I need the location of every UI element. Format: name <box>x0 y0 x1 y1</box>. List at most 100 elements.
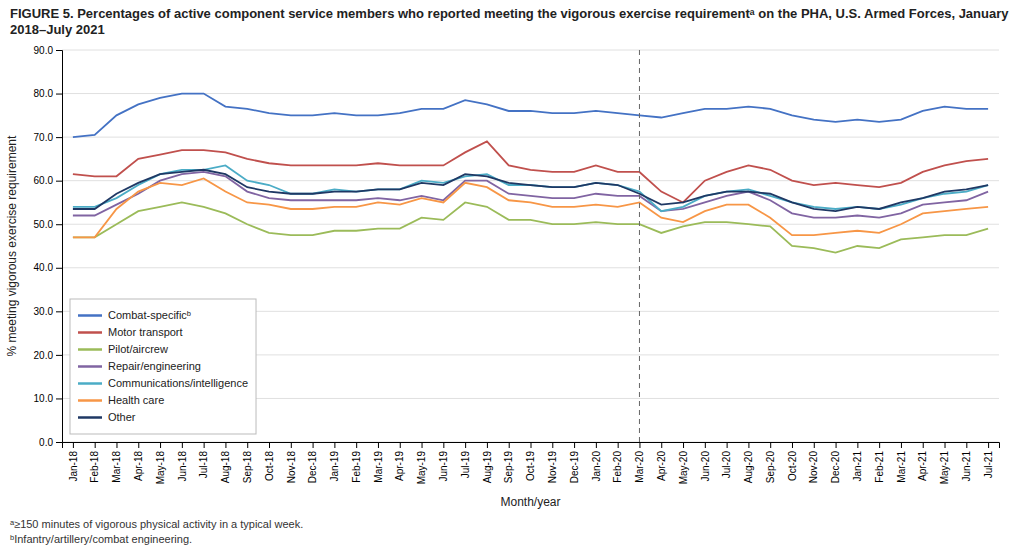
y-tick: 60.0 <box>34 175 62 186</box>
x-tick: Sep-20 <box>765 442 776 483</box>
x-tick: Jan-21 <box>852 442 863 482</box>
tick-mark <box>661 442 662 448</box>
x-axis-title: Month/year <box>500 495 560 509</box>
y-tick: 40.0 <box>34 262 62 273</box>
tick-mark <box>487 442 488 448</box>
x-tick: Aug-19 <box>482 442 493 483</box>
x-tick-label: Jun-19 <box>438 451 449 482</box>
x-tick-label: Jul-19 <box>460 451 471 479</box>
x-tick: Sep-19 <box>503 442 514 483</box>
tick-mark <box>988 442 989 448</box>
legend-label: Communications/intelligence <box>108 377 248 389</box>
title: FIGURE 5. Percentages of active componen… <box>10 6 1009 37</box>
tick-mark <box>56 311 62 312</box>
x-tick: Aug-20 <box>743 442 754 483</box>
tick-mark <box>400 442 401 448</box>
tick-mark <box>574 442 575 448</box>
x-tick-label: Jul-20 <box>721 451 732 479</box>
tick-mark <box>56 224 62 225</box>
x-tick: Apr-20 <box>656 442 667 481</box>
legend-item: Communications/intelligence <box>78 377 248 389</box>
x-tick: Jul-18 <box>198 442 209 478</box>
tick-mark <box>857 442 858 448</box>
tick-mark <box>727 442 728 448</box>
x-tick: Jun-18 <box>177 442 188 482</box>
x-tick: Apr-18 <box>133 442 144 481</box>
tick-mark <box>596 442 597 448</box>
legend-swatch <box>78 348 102 351</box>
x-tick-label: Aug-18 <box>220 451 231 484</box>
x-tick-label: Mar-20 <box>634 451 645 483</box>
x-tick-label: Feb-21 <box>874 451 885 483</box>
chart: FIGURE 5. Percentages of active componen… <box>0 0 1019 554</box>
tick-mark <box>269 442 270 448</box>
series-line <box>73 172 988 218</box>
y-tick-label: 70.0 <box>34 132 54 143</box>
x-tick-label: Sep-19 <box>503 451 514 484</box>
y-tick: 10.0 <box>34 393 62 404</box>
tick-mark <box>705 442 706 448</box>
legend-swatch <box>78 416 102 419</box>
plot: Jan-18Feb-18Mar-18Apr-18May-18Jun-18Jul-… <box>34 45 1000 485</box>
x-tick: Nov-20 <box>808 442 819 483</box>
x-tick-label: Dec-19 <box>569 451 580 484</box>
y-tick: 20.0 <box>34 350 62 361</box>
x-tick-label: Aug-19 <box>482 451 493 484</box>
x-tick-label: Feb-20 <box>612 451 623 483</box>
y-tick: 30.0 <box>34 306 62 317</box>
x-tick: Jun-21 <box>961 442 972 482</box>
grid-line <box>62 224 999 225</box>
y-tick: 80.0 <box>34 88 62 99</box>
y-tick-label: 50.0 <box>34 219 54 230</box>
tick-mark <box>618 442 619 448</box>
y-tick-label: 20.0 <box>34 350 54 361</box>
x-tick-label: May-21 <box>939 451 950 485</box>
tick-mark <box>138 442 139 448</box>
y-tick-label: 10.0 <box>34 393 54 404</box>
legend-item: Pilot/aircrew <box>78 343 168 355</box>
tick-mark <box>683 442 684 448</box>
x-tick-label: Jun-21 <box>961 451 972 482</box>
x-tick-label: Aug-20 <box>743 451 754 484</box>
x-tick: Nov-18 <box>286 442 297 483</box>
y-tick-label: 90.0 <box>34 45 54 56</box>
x-tick-label: Nov-18 <box>286 451 297 484</box>
tick-mark <box>836 442 837 448</box>
tick-mark <box>509 442 510 448</box>
x-tick: Feb-18 <box>89 442 100 483</box>
y-tick-label: 30.0 <box>34 306 54 317</box>
x-tick-label: Mar-21 <box>896 451 907 483</box>
x-tick-label: Apr-20 <box>656 451 667 481</box>
series-line <box>73 94 988 138</box>
grid-line <box>62 137 999 138</box>
x-tick: Apr-19 <box>394 442 405 481</box>
tick-mark <box>291 442 292 448</box>
series-line <box>73 170 988 211</box>
x-tick: Jul-19 <box>460 442 471 478</box>
y-tick-label: 40.0 <box>34 262 54 273</box>
y-tick-label: 0.0 <box>39 437 53 448</box>
footnote: ᵇInfantry/artillery/combat engineering. <box>10 533 192 545</box>
tick-mark <box>945 442 946 448</box>
x-tick-label: Oct-18 <box>264 451 275 481</box>
tick-mark <box>247 442 248 448</box>
tick-mark <box>225 442 226 448</box>
tick-mark <box>356 442 357 448</box>
reference-line <box>639 50 640 442</box>
x-tick: Dec-18 <box>307 442 318 483</box>
legend-label: Other <box>108 411 136 423</box>
x-tick-label: Dec-20 <box>830 451 841 484</box>
x-tick-label: Sep-20 <box>765 451 776 484</box>
tick-mark <box>443 442 444 448</box>
x-tick: Mar-20 <box>634 442 645 483</box>
tick-mark <box>313 442 314 448</box>
legend-label: Health care <box>108 394 164 406</box>
x-tick: Mar-18 <box>111 442 122 483</box>
axis-domain <box>63 443 1000 449</box>
x-tick-label: Jan-18 <box>68 451 79 482</box>
tick-mark <box>56 398 62 399</box>
x-tick-label: Oct-20 <box>787 451 798 481</box>
tick-mark <box>901 442 902 448</box>
x-tick-label: Mar-18 <box>111 451 122 483</box>
x-tick-label: Mar-19 <box>373 451 384 483</box>
